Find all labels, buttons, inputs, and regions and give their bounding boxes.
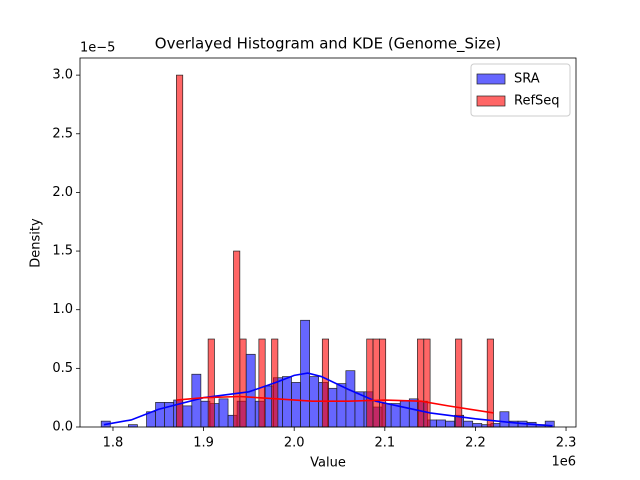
bar bbox=[472, 423, 483, 428]
kde-line bbox=[103, 372, 553, 427]
kde-line bbox=[176, 395, 494, 414]
x-tick-label: 1.8 bbox=[103, 436, 124, 451]
x-offset-label: 1e6 bbox=[551, 455, 576, 470]
plot-frame bbox=[79, 57, 577, 428]
legend-swatch bbox=[476, 73, 506, 85]
bar bbox=[336, 383, 347, 428]
y-tick-label: 0.5 bbox=[52, 361, 73, 376]
legend-swatch bbox=[476, 95, 506, 107]
bar bbox=[291, 382, 301, 428]
y-tick-label: 2.0 bbox=[52, 185, 73, 200]
y-tick-label: 2.5 bbox=[52, 126, 73, 141]
bar bbox=[390, 403, 401, 428]
bar bbox=[436, 419, 446, 428]
bar bbox=[321, 338, 329, 428]
legend-label: SRA bbox=[514, 72, 540, 87]
y-tick-label: 3.0 bbox=[52, 68, 73, 83]
bar bbox=[379, 338, 387, 428]
bar bbox=[499, 411, 510, 428]
y-axis-label: Density bbox=[29, 218, 44, 268]
bar bbox=[417, 338, 425, 428]
bar bbox=[408, 398, 419, 428]
bar bbox=[445, 420, 455, 428]
bar bbox=[372, 338, 380, 428]
x-tick-label: 1.9 bbox=[193, 436, 214, 451]
x-tick-label: 2.0 bbox=[284, 436, 305, 451]
legend-label: RefSeq bbox=[514, 94, 560, 109]
bar bbox=[218, 398, 229, 428]
bar bbox=[258, 338, 266, 428]
bar bbox=[354, 391, 365, 428]
y-tick-label: 0.0 bbox=[52, 420, 73, 435]
bar bbox=[423, 338, 431, 428]
x-tick-label: 2.2 bbox=[465, 436, 486, 451]
bar bbox=[233, 250, 241, 428]
x-tick-label: 2.1 bbox=[374, 436, 395, 451]
bar bbox=[239, 338, 247, 428]
bar bbox=[463, 420, 474, 428]
bar bbox=[486, 338, 494, 428]
bar bbox=[399, 400, 410, 428]
bar bbox=[327, 387, 338, 428]
bar bbox=[207, 338, 215, 428]
y-tick-label: 1.0 bbox=[52, 302, 73, 317]
chart-title: Overlayed Histogram and KDE (Genome_Size… bbox=[155, 35, 501, 54]
bar bbox=[455, 338, 463, 428]
bar bbox=[176, 74, 184, 428]
bar bbox=[155, 402, 165, 428]
bar bbox=[282, 376, 292, 428]
x-axis-label: Value bbox=[310, 456, 346, 471]
y-tick-label: 1.5 bbox=[52, 244, 73, 259]
bar bbox=[345, 370, 356, 428]
bar bbox=[182, 405, 193, 428]
x-tick-label: 2.3 bbox=[556, 436, 577, 451]
bar bbox=[366, 338, 374, 428]
y-offset-label: 1e−5 bbox=[80, 41, 115, 56]
